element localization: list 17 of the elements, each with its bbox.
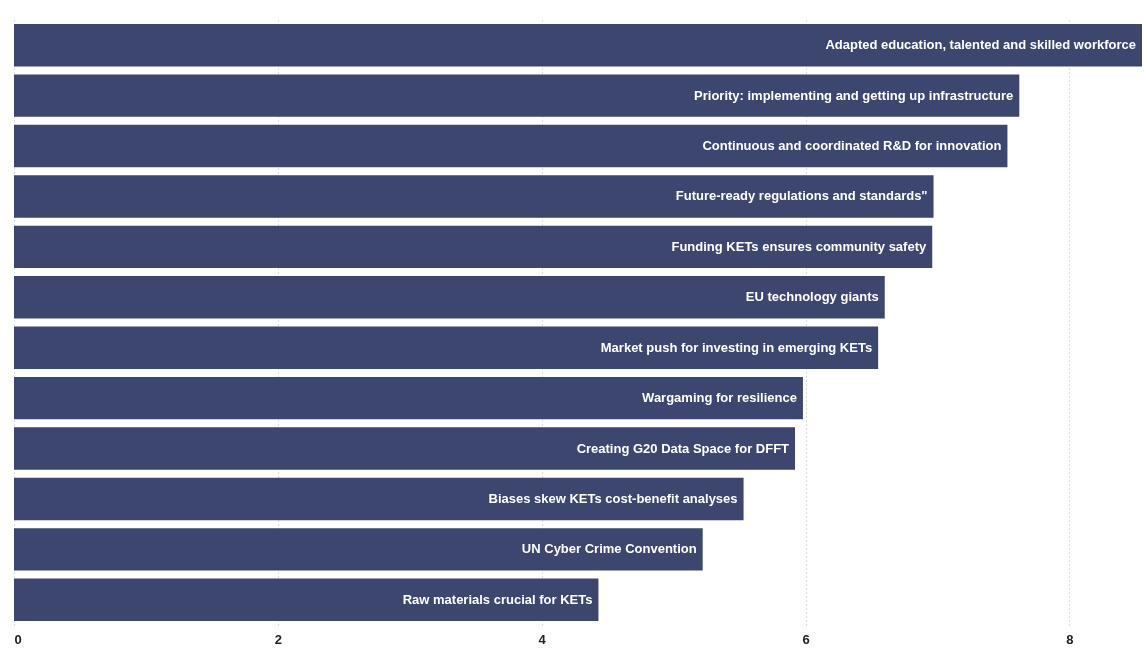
x-tick-label: 8 <box>1066 631 1074 647</box>
y-tick-label: Market push for investing in emerging KETs <box>600 339 873 355</box>
y-tick-label: Biases skew KETs cost-benefit analyses <box>488 490 738 506</box>
x-tick-label: 4 <box>538 631 547 647</box>
y-tick-label: Future-ready regulations and standards" <box>675 188 928 204</box>
y-tick-label: Priority: implementing and getting up infrastructure <box>694 87 1014 103</box>
x-tick-label: 6 <box>802 631 810 647</box>
y-tick-label: Creating G20 Data Space for DFFT <box>576 440 790 456</box>
y-tick-label: Wargaming for resilience <box>642 390 797 406</box>
x-tick-label: 2 <box>274 631 282 647</box>
y-tick-label: Adapted education, talented and skilled workforce <box>825 37 1136 53</box>
x-tick-label: 0 <box>14 631 22 647</box>
y-tick-label: Funding KETs ensures community safety <box>671 238 927 254</box>
y-tick-label: UN Cyber Crime Convention <box>521 541 697 557</box>
y-tick-label: Raw materials crucial for KETs <box>402 591 593 607</box>
y-tick-label: Continuous and coordinated R&D for innovation <box>702 138 1002 154</box>
y-tick-label: EU technology giants <box>745 289 879 305</box>
